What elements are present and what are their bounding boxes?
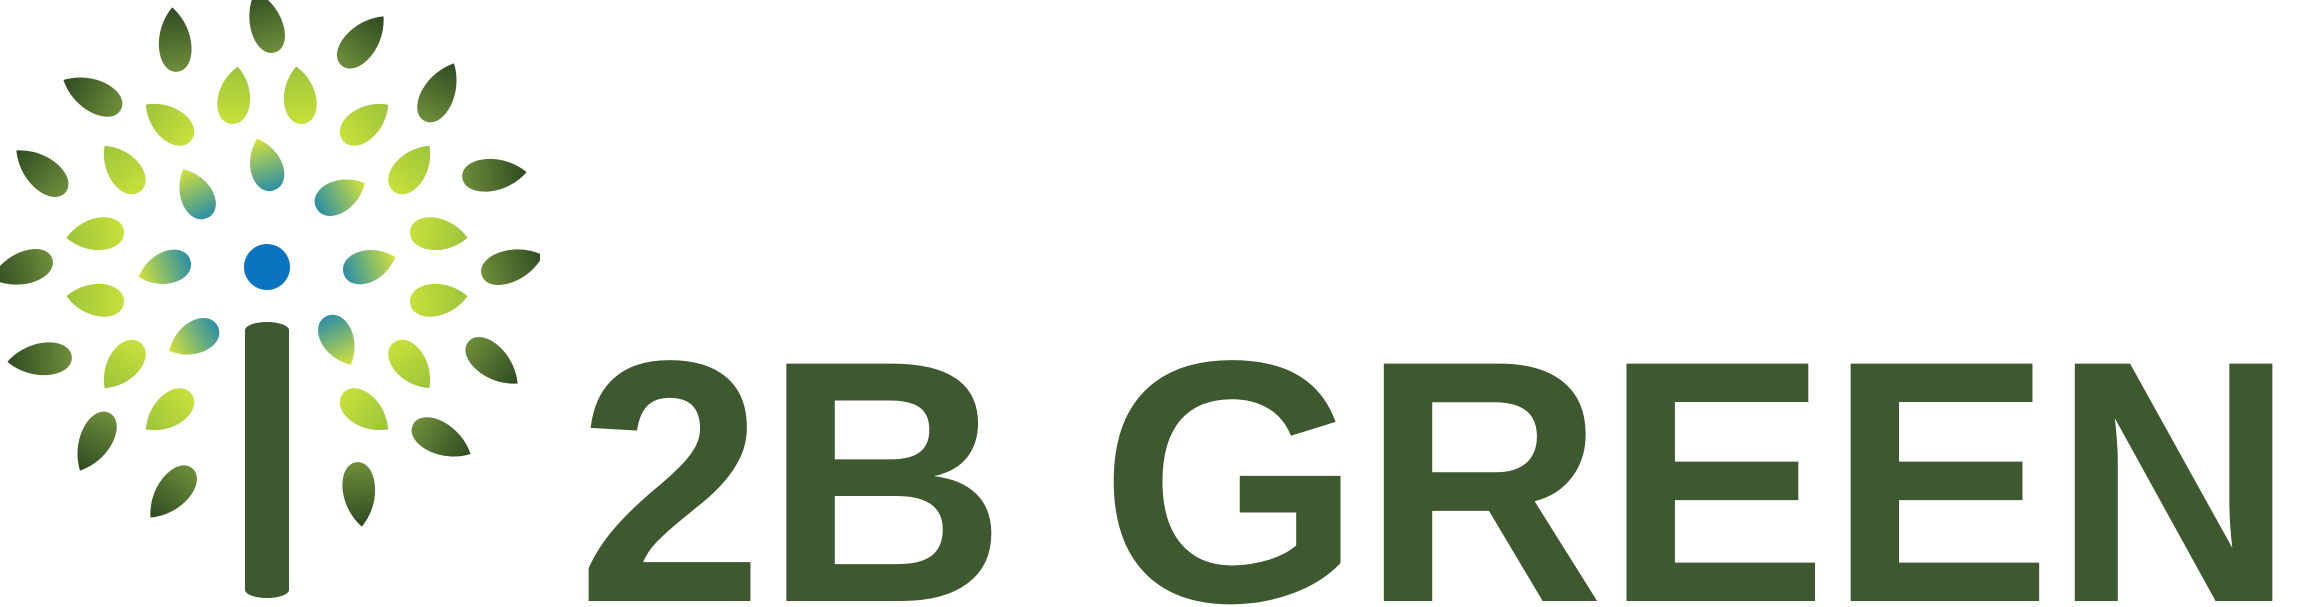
leaf-icon xyxy=(150,465,197,518)
leaf-icon xyxy=(318,314,355,365)
leaf-icon xyxy=(77,411,117,471)
leaf-icon xyxy=(410,283,468,317)
leaf-icon xyxy=(342,462,376,527)
leaf-icon xyxy=(417,63,457,123)
leaf-icon xyxy=(169,318,220,355)
leaf-icon xyxy=(66,217,124,251)
leaf-icon xyxy=(145,103,195,146)
leaf-icon xyxy=(0,249,53,285)
center-dot-icon xyxy=(244,244,290,290)
leaf-icon xyxy=(16,150,69,197)
leaf-icon xyxy=(388,339,431,389)
leaf-icon xyxy=(7,342,72,376)
leaf-icon xyxy=(411,417,471,457)
leaf-icon xyxy=(250,138,285,192)
leaf-icon xyxy=(410,217,468,251)
leaf-icon xyxy=(314,179,365,216)
leaf-icon xyxy=(339,103,389,146)
brand-name: 2B GREEN xyxy=(577,290,2295,607)
leaf-icon xyxy=(342,250,396,285)
leaf-icon xyxy=(158,7,192,72)
trunk-icon xyxy=(245,322,289,598)
leaf-icon xyxy=(337,16,384,69)
leaf-icon xyxy=(462,158,527,192)
leaf-icon xyxy=(63,77,123,117)
leaf-icon xyxy=(66,283,124,317)
leaf-icon xyxy=(138,249,192,284)
leaf-icon xyxy=(388,145,431,195)
leaf-icon xyxy=(179,169,216,220)
leaf-icon xyxy=(103,339,146,389)
leaf-icon xyxy=(481,249,540,285)
leaf-icon xyxy=(465,337,518,384)
leaf-icon xyxy=(249,0,285,53)
leaf-icon xyxy=(217,66,251,124)
leaf-icon xyxy=(283,66,317,124)
leaf-icon xyxy=(145,388,195,431)
tree-emblem-icon xyxy=(0,0,540,598)
leaf-icon xyxy=(103,145,146,195)
leaf-icon xyxy=(339,388,389,431)
